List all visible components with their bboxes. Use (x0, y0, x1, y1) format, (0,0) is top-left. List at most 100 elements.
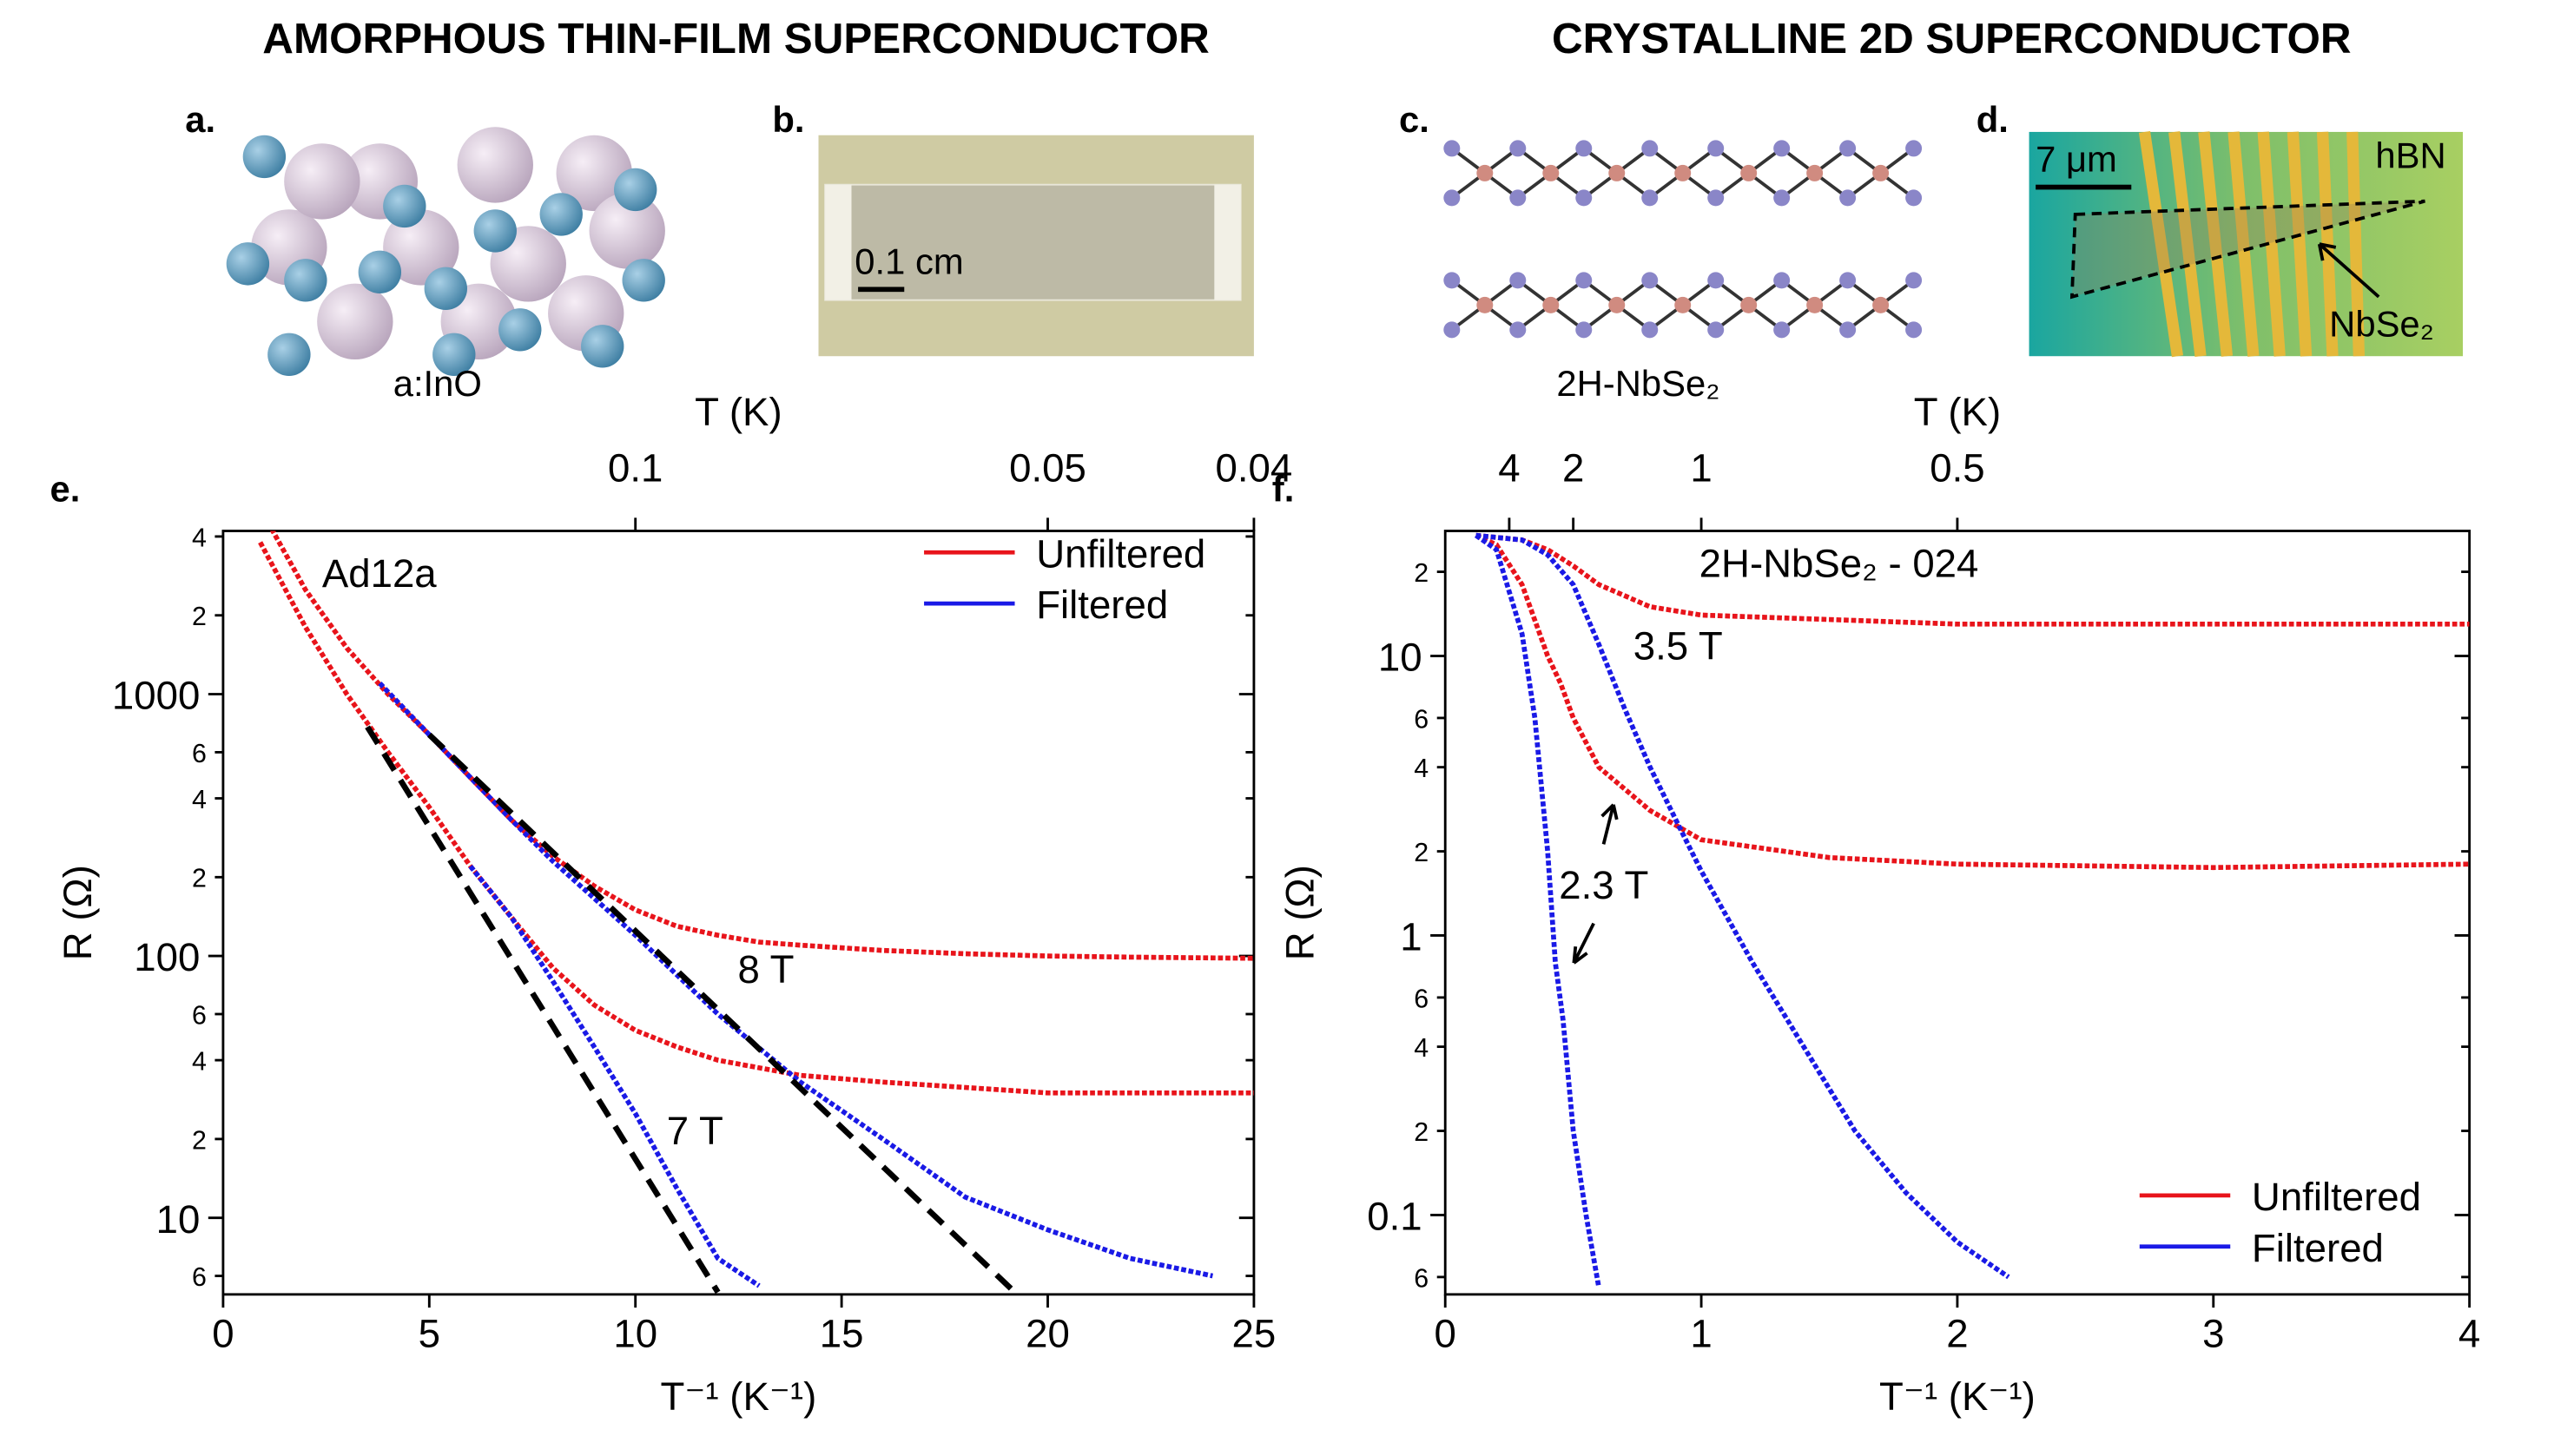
data-line (378, 682, 1214, 1279)
y-axis-label: R (Ω) (1277, 865, 1322, 960)
y-tick-label: 6 (1414, 1263, 1429, 1293)
data-line (258, 541, 1254, 1096)
atom (1542, 296, 1560, 313)
atom (1773, 189, 1791, 207)
atom (1674, 164, 1692, 181)
arrow (1572, 803, 1619, 965)
atom (1872, 296, 1890, 313)
atom (1641, 321, 1659, 339)
atom (1707, 189, 1725, 207)
crystal-structure (1443, 140, 1923, 339)
y-tick-label: 6 (192, 739, 207, 768)
x2-tick-label: 0.04 (1216, 446, 1293, 491)
panel-letter: f. (1272, 468, 1295, 509)
x-tick-label: 2 (1946, 1312, 1968, 1356)
pad (1214, 184, 1241, 300)
atom (1674, 296, 1692, 313)
legend-label: Unfiltered (1036, 531, 1205, 576)
atom (1641, 140, 1659, 157)
x2-tick-label: 2 (1562, 446, 1584, 491)
atom (267, 333, 311, 377)
y-tick-label: 6 (1414, 704, 1429, 734)
atom (1872, 164, 1890, 181)
y-tick-label: 10 (1378, 636, 1422, 680)
atom (1773, 140, 1791, 157)
atom (1509, 272, 1527, 289)
atom (383, 209, 459, 286)
atom (1575, 189, 1593, 207)
y-tick-label: 2 (192, 602, 207, 631)
amorphous-structure (226, 127, 665, 377)
x-tick-label: 1 (1690, 1312, 1712, 1356)
y-tick-label: 6 (192, 1262, 207, 1292)
legend-label: Filtered (2252, 1226, 2384, 1270)
y-tick-label: 100 (134, 935, 200, 979)
y-tick-label: 2 (1414, 1117, 1429, 1147)
annotation: 7 T (667, 1109, 723, 1153)
atom (317, 283, 393, 360)
x-axis-label: T⁻¹ (K⁻¹) (1879, 1374, 2036, 1419)
atom (284, 143, 360, 220)
atom (432, 333, 476, 377)
y-tick-label: 4 (192, 1047, 207, 1077)
annotation: Ad12a (322, 551, 437, 596)
y-tick-label: 0.1 (1367, 1195, 1422, 1239)
annotation: 8 T (737, 947, 794, 992)
atom (1773, 272, 1791, 289)
atom (457, 127, 533, 203)
y-tick-label: 2 (1414, 838, 1429, 867)
atom (1839, 272, 1857, 289)
atom (1476, 164, 1494, 181)
panel-letter: d. (1977, 99, 2009, 140)
atom (498, 308, 542, 352)
x-tick-label: 25 (1232, 1312, 1277, 1356)
atom (1443, 189, 1461, 207)
caption: a:InO (393, 363, 482, 404)
annotation: 2.3 T (1559, 863, 1648, 907)
atom (1707, 272, 1725, 289)
scale-bar (858, 287, 905, 293)
legend-label: Unfiltered (2252, 1175, 2421, 1219)
y-tick-label: 2 (192, 864, 207, 893)
x-tick-label: 4 (2458, 1312, 2480, 1356)
y-tick-label: 2 (192, 1125, 207, 1155)
y-tick-label: 6 (1414, 984, 1429, 1013)
caption: 2H-NbSe₂ (1556, 363, 1719, 404)
atom (226, 242, 270, 286)
panel-letter: b. (772, 99, 804, 140)
heading: AMORPHOUS THIN-FILM SUPERCONDUCTOR (262, 15, 1209, 63)
flake-outline (2069, 199, 2425, 300)
x2-tick-label: 0.1 (608, 446, 663, 491)
arrow (2317, 242, 2380, 299)
atom (1806, 164, 1824, 181)
atom (383, 184, 426, 228)
y-tick-label: 4 (192, 785, 207, 814)
fit-line (365, 725, 721, 1295)
scale-bar (2036, 184, 2132, 190)
x2-tick-label: 1 (1690, 446, 1712, 491)
atom (589, 193, 665, 269)
atom (1575, 321, 1593, 339)
x2-tick-label: 0.05 (1009, 446, 1086, 491)
atom (1905, 272, 1923, 289)
annotation: 3.5 T (1633, 624, 1723, 669)
micrograph (2029, 130, 2464, 358)
atom (1707, 140, 1725, 157)
x2-tick-label: 0.5 (1930, 446, 1984, 491)
fit-line (427, 732, 1017, 1295)
x2-axis-label: T (K) (695, 390, 782, 434)
atom (1707, 321, 1725, 339)
atom (556, 135, 632, 212)
x-tick-label: 15 (820, 1312, 864, 1356)
panel-letter: e. (49, 468, 80, 509)
atom (1839, 321, 1857, 339)
atom (242, 135, 287, 179)
panel-letter: c. (1399, 99, 1429, 140)
atom (358, 250, 402, 294)
atom (1905, 189, 1923, 207)
sample-photo (818, 135, 1254, 357)
data-line (269, 530, 1254, 961)
atom (1740, 296, 1758, 313)
annotation: 2H-NbSe₂ - 024 (1699, 542, 1979, 586)
